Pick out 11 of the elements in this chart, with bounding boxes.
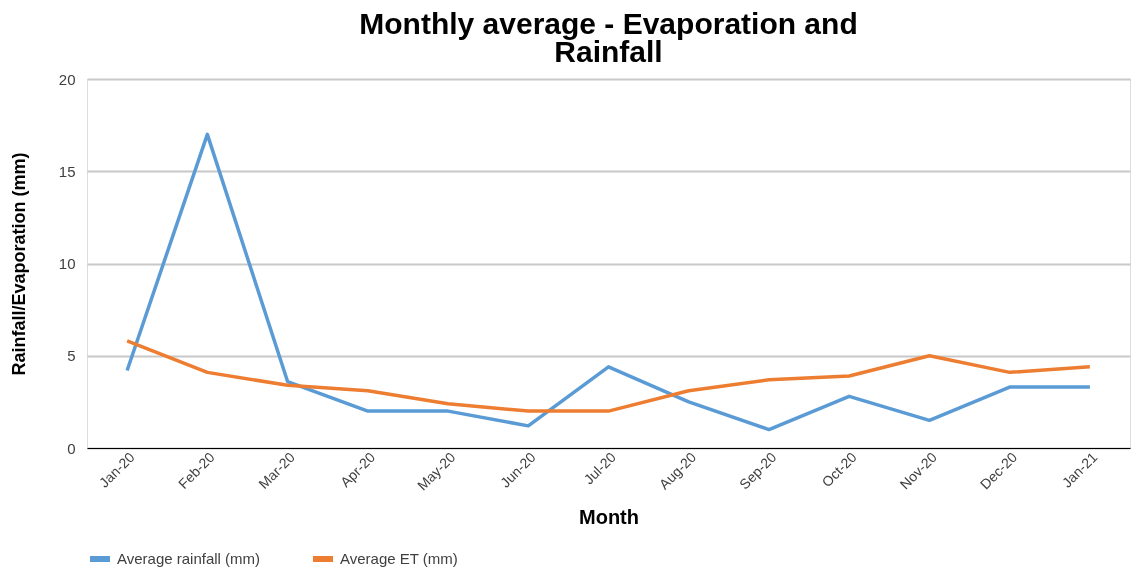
x-axis-title: Month bbox=[579, 506, 639, 529]
legend-label: Average rainfall (mm) bbox=[117, 550, 261, 567]
line-series bbox=[125, 132, 1092, 432]
y-tick-label: 15 bbox=[58, 162, 76, 180]
legend-label: Average ET (mm) bbox=[340, 550, 458, 567]
y-tick-label: 0 bbox=[67, 439, 76, 457]
y-axis-title: Rainfall/Evaporation (mm) bbox=[8, 152, 29, 376]
y-tick-label: 10 bbox=[58, 255, 76, 272]
line-series bbox=[125, 339, 1092, 413]
y-tick-label: 20 bbox=[58, 70, 76, 88]
y-tick-label: 5 bbox=[67, 347, 76, 365]
